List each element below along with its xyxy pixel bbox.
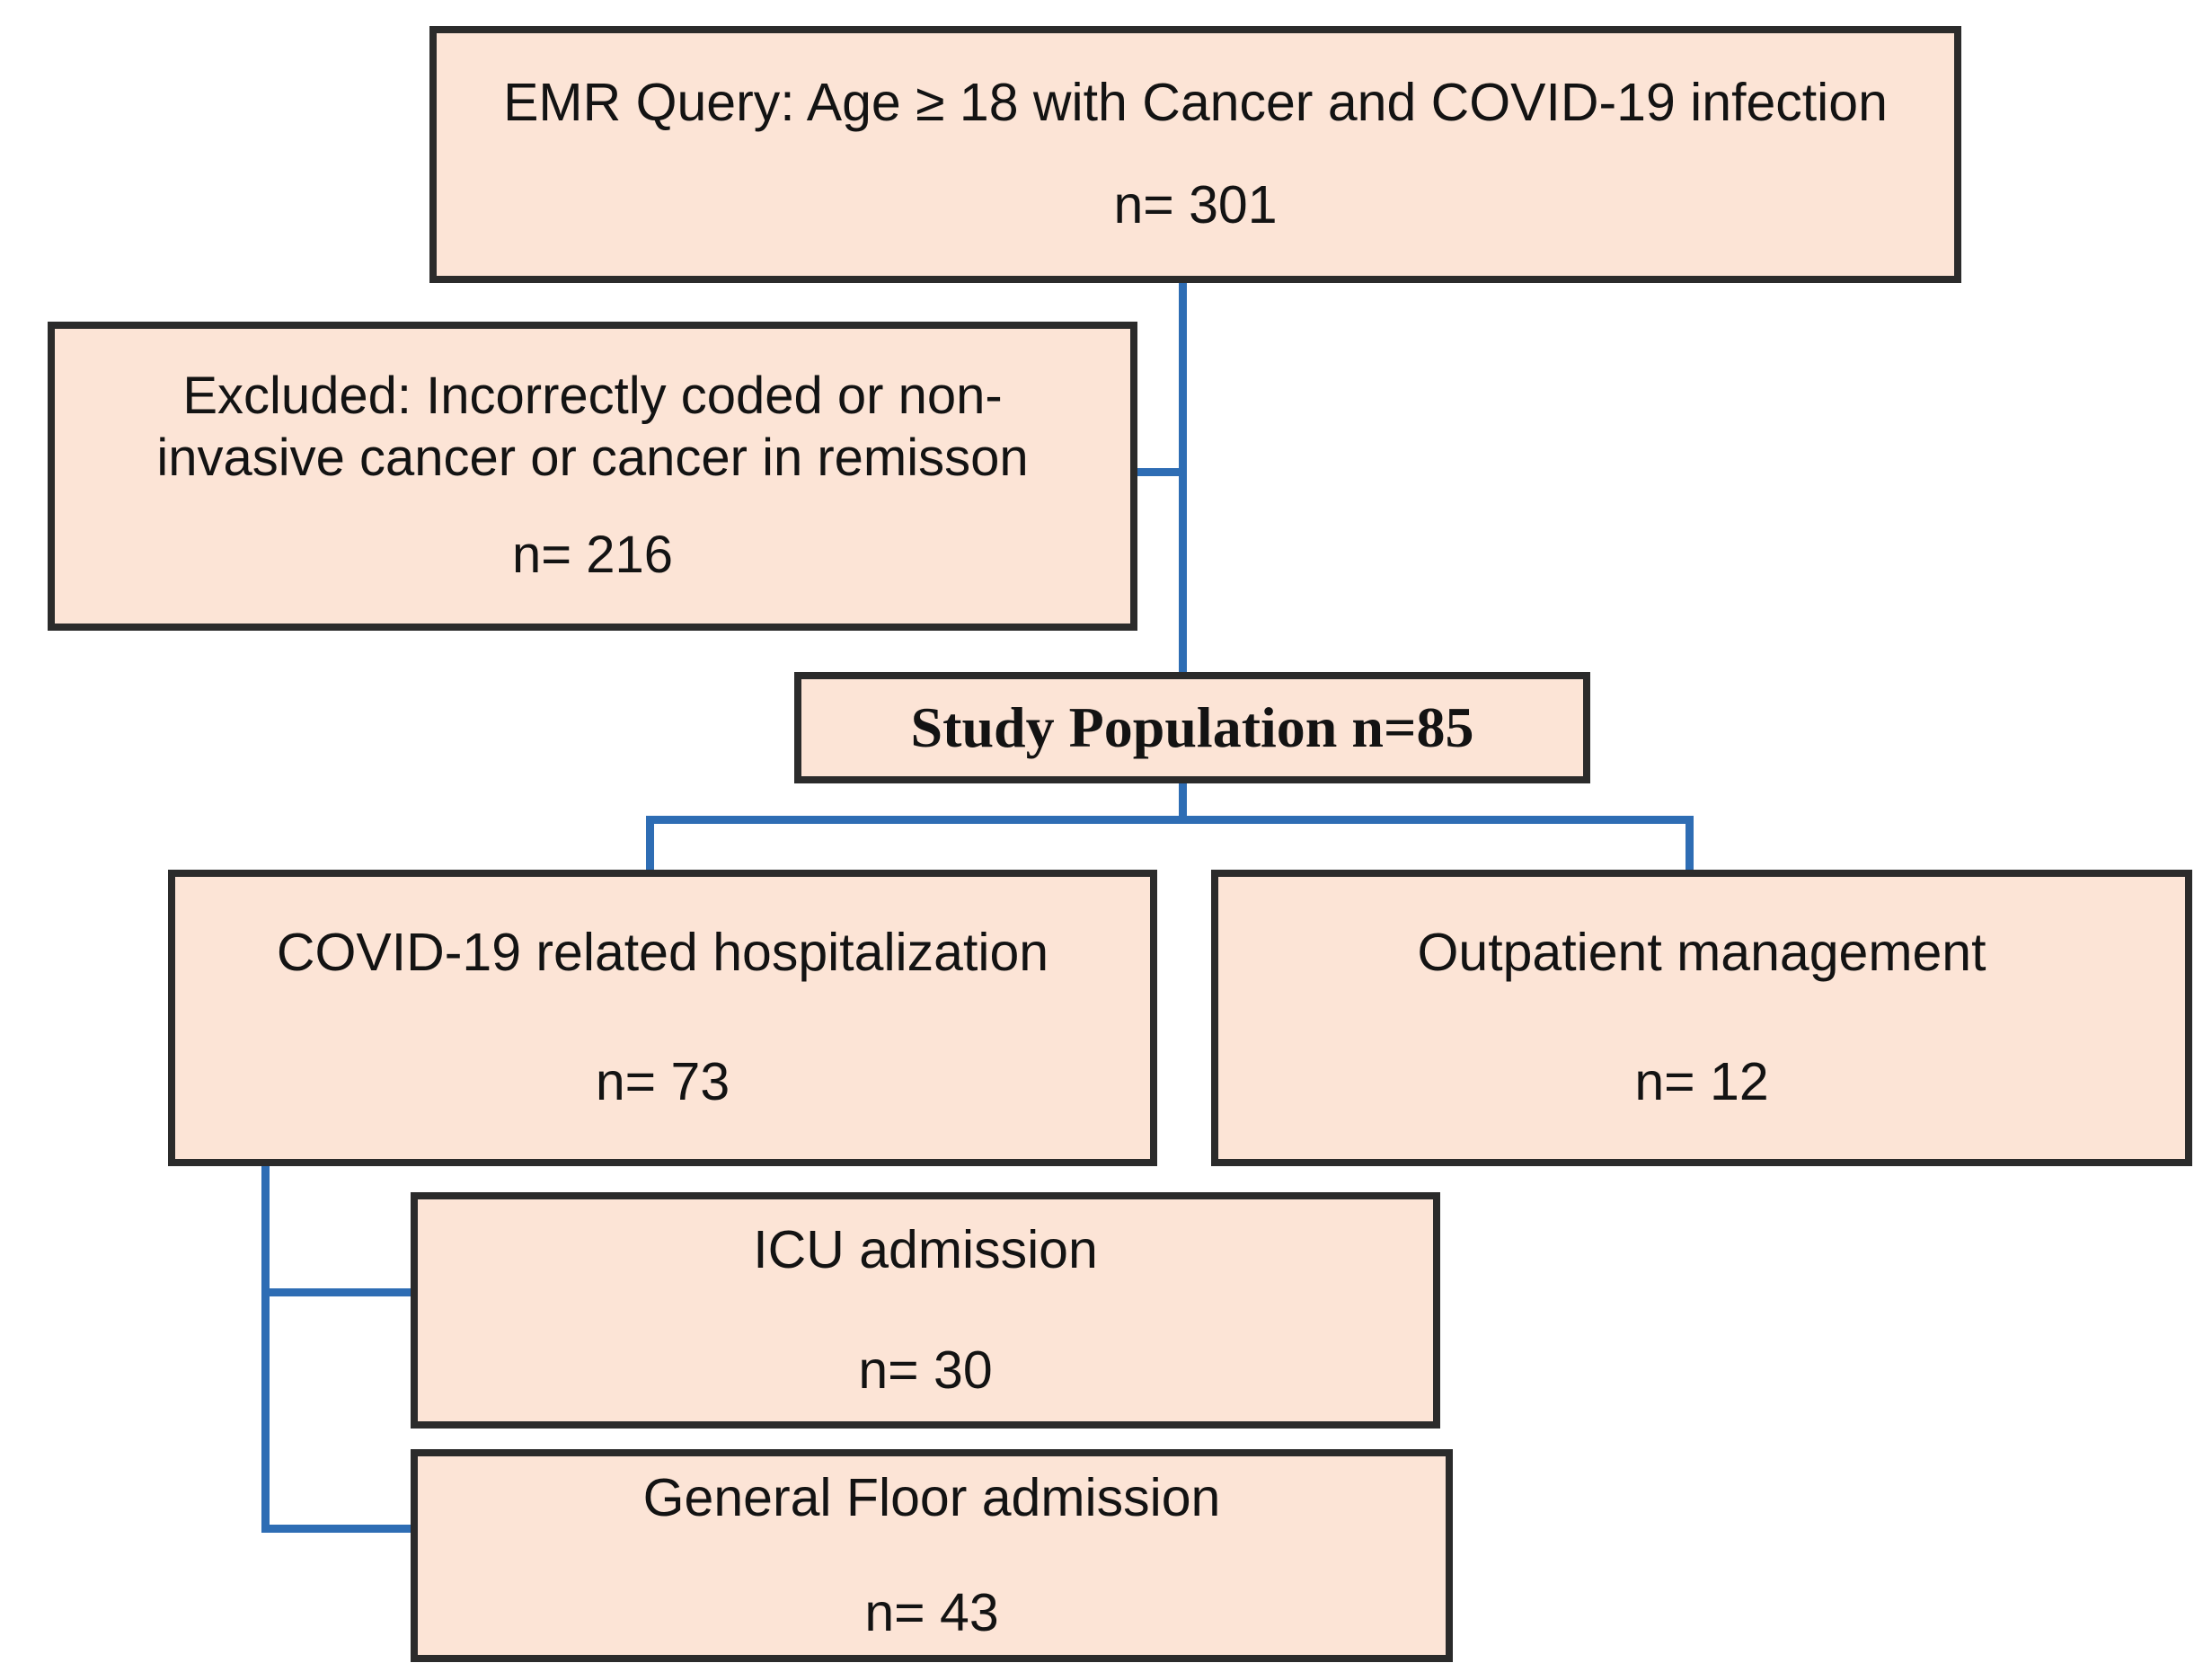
hospitalization-label: COVID-19 related hospitalization: [276, 923, 1049, 983]
connector-excluded-elbow: [1134, 468, 1182, 476]
excluded-box: Excluded: Incorrectly coded or non- inva…: [48, 322, 1137, 631]
outpatient-count: n= 12: [1634, 1052, 1769, 1111]
icu-admission-count: n= 30: [858, 1340, 993, 1400]
connector-branch-horizontal: [646, 816, 1694, 824]
hospitalization-box: COVID-19 related hospitalization n= 73: [168, 870, 1157, 1166]
outpatient-label: Outpatient management: [1417, 923, 1986, 983]
connector-general-floor-elbow: [261, 1525, 414, 1533]
emr-query-label: EMR Query: Age ≥ 18 with Cancer and COVI…: [503, 73, 1888, 133]
study-population-box: Study Population n=85: [794, 672, 1590, 783]
connector-hospitalized-down: [261, 1166, 270, 1533]
outpatient-box: Outpatient management n= 12: [1211, 870, 2192, 1166]
emr-query-count: n= 301: [1113, 175, 1278, 234]
excluded-count: n= 216: [511, 526, 673, 585]
hospitalization-count: n= 73: [595, 1052, 730, 1111]
icu-admission-label: ICU admission: [753, 1219, 1098, 1279]
study-population-label: Study Population n=85: [910, 695, 1474, 760]
connector-emr-to-study: [1179, 283, 1187, 675]
connector-branch-left-stub: [646, 816, 654, 873]
general-floor-label: General Floor admission: [642, 1467, 1221, 1527]
excluded-label-line2: invasive cancer or cancer in remisson: [156, 428, 1029, 487]
connector-branch-right-stub: [1686, 816, 1694, 873]
general-floor-count: n= 43: [864, 1582, 999, 1642]
icu-admission-box: ICU admission n= 30: [411, 1192, 1440, 1429]
connector-study-stub: [1179, 780, 1187, 823]
connector-icu-elbow: [261, 1288, 414, 1296]
emr-query-box: EMR Query: Age ≥ 18 with Cancer and COVI…: [429, 26, 1961, 283]
general-floor-box: General Floor admission n= 43: [411, 1449, 1453, 1662]
excluded-label-line1: Excluded: Incorrectly coded or non-: [182, 367, 1003, 426]
